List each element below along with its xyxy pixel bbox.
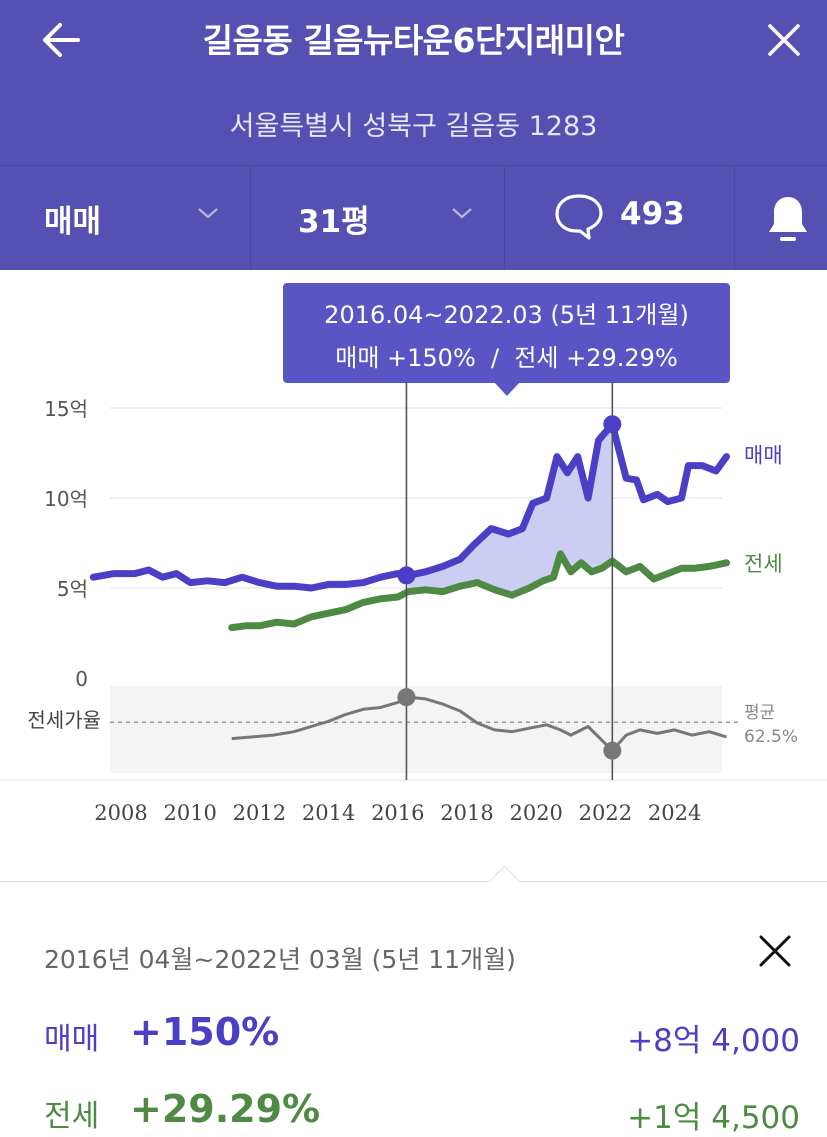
trade-type-dropdown[interactable]: 매매: [0, 166, 250, 270]
sale-change-pct: +150%: [130, 1010, 280, 1054]
chevron-down-icon: [452, 208, 472, 219]
bell-icon: [769, 197, 807, 241]
lease-change-amount: +1억 4,500: [627, 1100, 800, 1136]
lease-change-pct: +29.29%: [130, 1087, 321, 1131]
tooltip-period: 2016.04~2022.03 (5년 11개월): [324, 301, 689, 329]
close-button[interactable]: [756, 12, 812, 68]
y-tick-label: 10억: [44, 487, 88, 511]
selection-point-ratio-end: [603, 741, 622, 760]
close-icon: [768, 24, 800, 56]
x-tick-label: 2018: [440, 801, 493, 820]
chevron-down-icon: [198, 208, 218, 219]
arrow-left-icon: [43, 23, 80, 57]
y-tick-label: 15억: [44, 397, 88, 421]
selection-point-ratio-start: [397, 688, 416, 707]
panel-close-button[interactable]: [752, 928, 798, 974]
average-value: 62.5%: [744, 727, 798, 747]
x-tick-label: 2014: [302, 801, 355, 820]
divider: [504, 166, 505, 270]
ratio-label: 전세가율: [27, 708, 101, 732]
comments-button[interactable]: 493: [505, 166, 734, 270]
address: 서울특별시 성북구 길음동 1283: [229, 111, 598, 142]
sale-change-amount: +8억 4,000: [627, 1023, 800, 1059]
price-chart[interactable]: 15억 10억 5억 0 2008 2010 2012 2014 2016 2018 2020 202…: [0, 380, 827, 820]
series-line-ratio: [231, 695, 727, 753]
area-label: 31평: [298, 204, 370, 240]
x-tick-label: 2012: [233, 801, 286, 820]
tooltip-summary: 매매 +150% / 전세 +29.29%: [335, 344, 678, 372]
back-button[interactable]: [34, 12, 90, 68]
summary-panel: [0, 881, 827, 1135]
x-tick-label: 2024: [648, 801, 701, 820]
app-header: 길음동 길음뉴타운6단지래미안 서울특별시 성북구 길음동 1283: [0, 0, 827, 165]
y-tick-label: 0: [75, 667, 88, 691]
divider: [250, 166, 251, 270]
series-label-lease: 전세: [744, 552, 783, 576]
x-tick-label: 2008: [94, 801, 147, 820]
x-tick-label: 2022: [579, 801, 632, 820]
filter-toolbar: 매매 31평 493: [0, 165, 827, 270]
close-icon: [759, 935, 791, 967]
ratio-band: [110, 686, 722, 773]
selection-point-sale-end: [603, 415, 622, 434]
x-tick-label: 2020: [509, 801, 562, 820]
series-line-sale: [89, 420, 730, 592]
lease-label: 전세: [44, 1099, 100, 1134]
selection-point-sale-start: [397, 566, 416, 585]
divider: [734, 166, 735, 270]
notification-button[interactable]: [735, 166, 827, 270]
page-title: 길음동 길음뉴타운6단지래미안: [202, 21, 625, 60]
average-label: 평균: [744, 703, 775, 723]
comment-count: 493: [620, 196, 685, 232]
x-tick-label: 2010: [163, 801, 216, 820]
area-dropdown[interactable]: 31평: [251, 166, 504, 270]
y-tick-label: 5억: [57, 577, 88, 601]
tooltip-pointer: [494, 382, 520, 396]
summary-period: 2016년 04월~2022년 03월 (5년 11개월): [44, 945, 516, 974]
sale-label: 매매: [44, 1022, 100, 1057]
series-label-sale: 매매: [744, 444, 783, 468]
selection-tooltip: 2016.04~2022.03 (5년 11개월) 매매 +150% / 전세 …: [283, 283, 730, 383]
speech-bubble-icon: [555, 194, 603, 240]
series-line-lease: [228, 550, 730, 632]
x-tick-label: 2016: [371, 801, 424, 820]
trade-type-label: 매매: [44, 204, 102, 240]
